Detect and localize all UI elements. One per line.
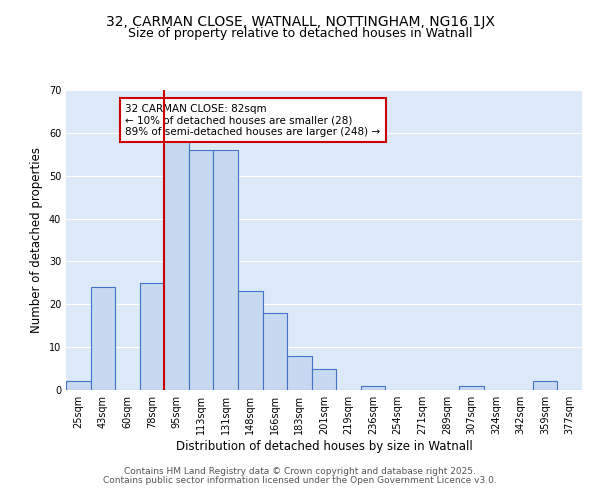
Bar [459, 386, 484, 390]
Text: Contains public sector information licensed under the Open Government Licence v3: Contains public sector information licen… [103, 476, 497, 485]
Bar [164, 142, 189, 390]
Bar [214, 150, 238, 390]
Text: 32 CARMAN CLOSE: 82sqm
← 10% of detached houses are smaller (28)
89% of semi-det: 32 CARMAN CLOSE: 82sqm ← 10% of detached… [125, 104, 380, 136]
Bar [189, 150, 214, 390]
Bar [66, 382, 91, 390]
Bar [91, 287, 115, 390]
X-axis label: Distribution of detached houses by size in Watnall: Distribution of detached houses by size … [176, 440, 472, 453]
Bar [287, 356, 312, 390]
Text: 32, CARMAN CLOSE, WATNALL, NOTTINGHAM, NG16 1JX: 32, CARMAN CLOSE, WATNALL, NOTTINGHAM, N… [106, 15, 494, 29]
Text: Size of property relative to detached houses in Watnall: Size of property relative to detached ho… [128, 28, 472, 40]
Y-axis label: Number of detached properties: Number of detached properties [30, 147, 43, 333]
Bar [263, 313, 287, 390]
Text: Contains HM Land Registry data © Crown copyright and database right 2025.: Contains HM Land Registry data © Crown c… [124, 467, 476, 476]
Bar [361, 386, 385, 390]
Bar [238, 292, 263, 390]
Bar [140, 283, 164, 390]
Bar [312, 368, 336, 390]
Bar [533, 382, 557, 390]
